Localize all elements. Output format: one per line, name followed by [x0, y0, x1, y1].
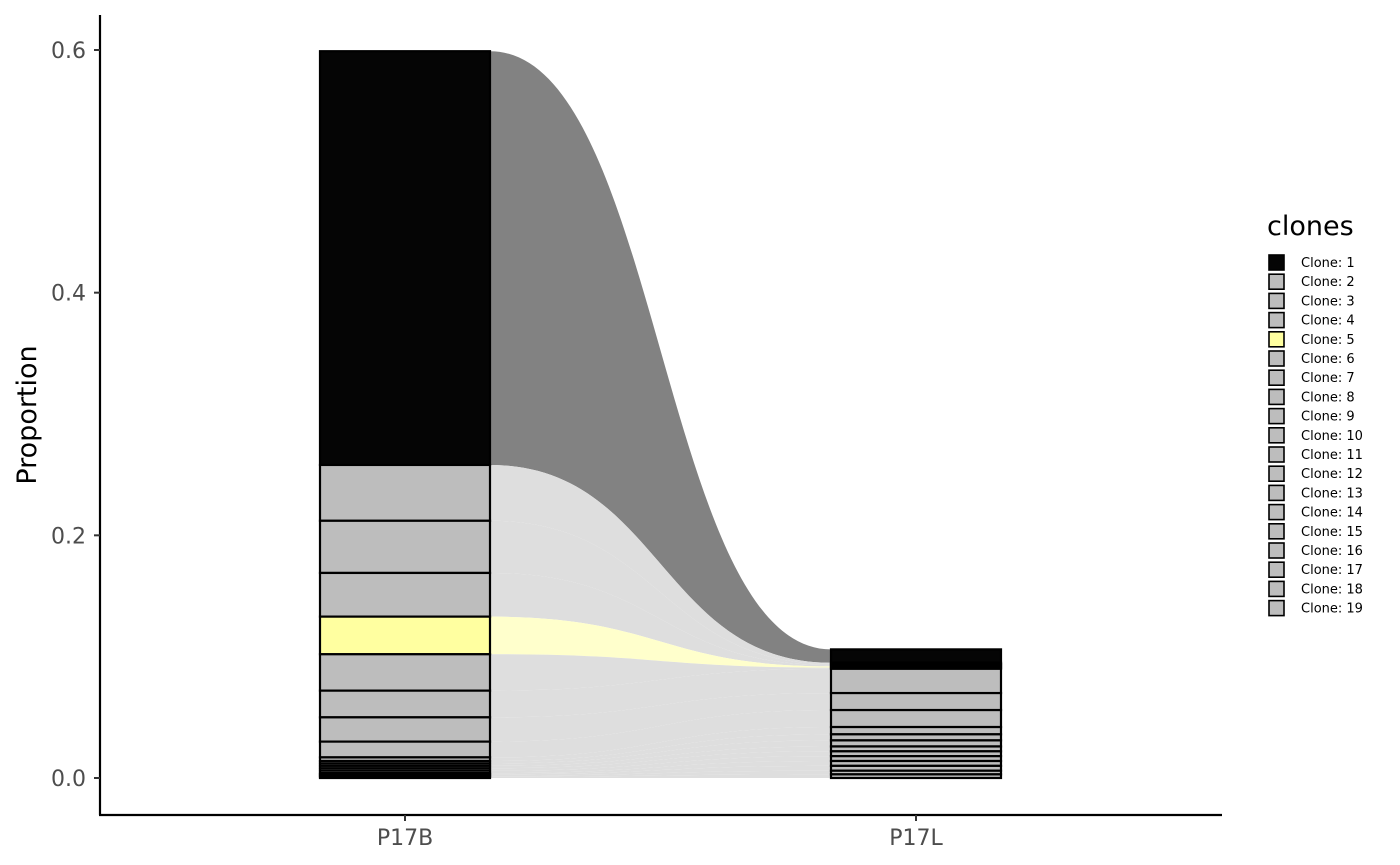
- stratum-P17B-3: [318, 519, 492, 575]
- ribbons-layer: [490, 51, 831, 778]
- ribbon-4: [490, 572, 831, 667]
- ribbon-7: [490, 668, 831, 718]
- legend-label: Clone: 9: [1301, 410, 1355, 425]
- stratum-P17L-1: [829, 648, 1003, 664]
- legend-key: [1268, 599, 1285, 617]
- stratum-P17B-1: [318, 50, 492, 467]
- ribbon-18: [490, 770, 831, 777]
- axes-layer: [98, 15, 1222, 817]
- ribbon-8: [490, 693, 831, 742]
- legend-key: [1268, 426, 1285, 444]
- stratum-P17L-7: [829, 667, 1003, 695]
- stratum-P17B-2: [318, 463, 492, 522]
- legend-key: [1268, 350, 1285, 367]
- legend-label: Clone: 4: [1301, 314, 1355, 329]
- legend-key: [1268, 407, 1285, 425]
- legend-label: Clone: 15: [1301, 525, 1363, 540]
- legend-label: Clone: 1: [1301, 256, 1355, 271]
- legend-key: [1268, 522, 1285, 540]
- ribbon-13: [490, 746, 831, 769]
- stratum-P17B-5: [318, 615, 492, 656]
- legend-label: Clone: 5: [1301, 333, 1355, 348]
- legend-key: [1268, 388, 1285, 406]
- ribbon-15: [490, 756, 831, 774]
- ribbon-14: [490, 751, 831, 771]
- legend-key: [1268, 446, 1285, 463]
- stratum-P17L-8: [829, 691, 1003, 712]
- y-ticks: 0.0 0.2 0.4 0.6: [51, 39, 100, 792]
- legend-label: Clone: 16: [1301, 544, 1363, 559]
- x-tick-label: P17L: [889, 826, 943, 851]
- legend-key: [1268, 273, 1285, 291]
- y-tick-label: 0.0: [51, 767, 86, 792]
- legend-key: [1268, 484, 1285, 502]
- legend-label: Clone: 8: [1301, 390, 1355, 405]
- ribbon-12: [490, 740, 831, 766]
- y-tick-label: 0.4: [51, 282, 86, 307]
- stratum-P17B-4: [318, 571, 492, 618]
- strata-layer: [318, 50, 1003, 780]
- stratum-P17B-7: [318, 689, 492, 719]
- x-tick-label: P17B: [377, 826, 433, 851]
- legend-label: Clone: 10: [1301, 429, 1363, 444]
- legend-key: [1268, 561, 1285, 579]
- legend-label: Clone: 12: [1301, 467, 1363, 482]
- stratum-P17B-6: [318, 653, 492, 692]
- legend-key: [1268, 311, 1285, 329]
- stratum-P17L-9: [829, 708, 1003, 729]
- legend: Clone: 1 Clone: 2 Clone: 3 Clone: 4 Clone: 5…: [1268, 254, 1363, 617]
- x-ticks: P17B P17L: [377, 815, 943, 851]
- stratum-P17B-9: [318, 740, 492, 759]
- stratum-P17B-8: [318, 716, 492, 743]
- ribbon-9: [490, 710, 831, 758]
- legend-label: Clone: 18: [1301, 582, 1363, 597]
- y-tick-label: 0.2: [51, 524, 86, 549]
- legend-label: Clone: 17: [1301, 563, 1363, 578]
- legend-label: Clone: 19: [1301, 602, 1363, 617]
- legend-label: Clone: 6: [1301, 352, 1355, 367]
- ribbon-16: [490, 761, 831, 775]
- legend-key: [1268, 254, 1285, 271]
- legend-key: [1268, 503, 1285, 521]
- stratum-P17B-19: [318, 775, 492, 780]
- legend-label: Clone: 14: [1301, 506, 1363, 521]
- legend-key: [1268, 580, 1285, 598]
- legend-label: Clone: 11: [1301, 448, 1363, 463]
- y-axis-title: Proportion: [12, 345, 43, 484]
- legend-key: [1268, 465, 1285, 483]
- legend-key: [1268, 369, 1285, 387]
- stratum-P17L-19: [829, 773, 1003, 780]
- ribbon-5: [490, 616, 831, 668]
- ribbon-1: [490, 51, 831, 663]
- ribbon-6: [490, 654, 831, 691]
- ribbon-3: [490, 520, 831, 666]
- legend-key: [1268, 542, 1285, 559]
- ribbon-11: [490, 734, 831, 764]
- legend-key: [1268, 292, 1285, 310]
- legend-label: Clone: 7: [1301, 371, 1355, 386]
- legend-label: Clone: 3: [1301, 294, 1355, 309]
- legend-title: clones: [1267, 211, 1354, 242]
- ribbon-17: [490, 765, 831, 776]
- legend-key: [1268, 330, 1285, 348]
- y-tick-label: 0.6: [51, 39, 86, 64]
- legend-label: Clone: 2: [1301, 275, 1355, 290]
- ribbon-19: [490, 774, 831, 778]
- ribbon-10: [490, 727, 831, 762]
- legend-label: Clone: 13: [1301, 486, 1363, 501]
- ribbon-2: [490, 464, 831, 664]
